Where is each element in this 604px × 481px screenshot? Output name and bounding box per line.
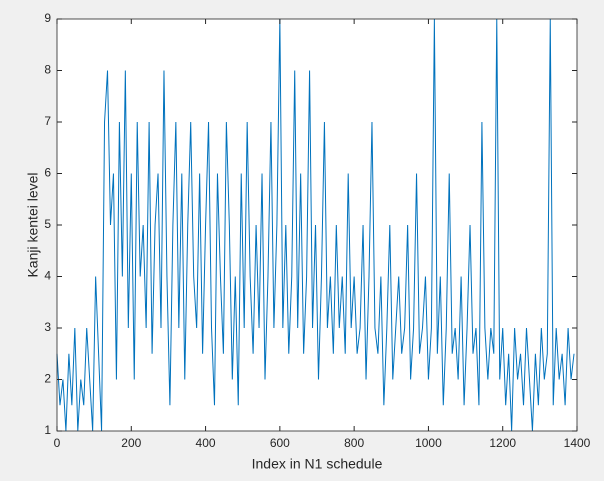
y-tick-label: 7 <box>44 114 51 128</box>
data-line <box>56 18 575 432</box>
y-tick-label: 8 <box>44 63 51 77</box>
y-tick-label: 3 <box>44 320 51 334</box>
y-tick-label: 2 <box>44 372 51 386</box>
x-tick-label: 1400 <box>564 436 591 450</box>
x-tick-label: 0 <box>54 436 61 450</box>
y-tick-label: 4 <box>44 269 51 283</box>
x-tick-label: 600 <box>270 436 290 450</box>
y-tick-label: 9 <box>44 11 51 25</box>
y-tick-label: 5 <box>44 217 51 231</box>
x-tick-label: 1000 <box>415 436 442 450</box>
x-axis-label: Index in N1 schedule <box>252 456 383 472</box>
x-tick-label: 1200 <box>489 436 516 450</box>
y-tick-label: 6 <box>44 166 51 180</box>
y-tick-label: 1 <box>44 423 51 437</box>
y-axis-label: Kanji kentei level <box>25 172 41 277</box>
x-tick-label: 400 <box>196 436 216 450</box>
plot-area <box>57 19 577 431</box>
x-tick-label: 200 <box>121 436 141 450</box>
x-tick-label: 800 <box>344 436 364 450</box>
